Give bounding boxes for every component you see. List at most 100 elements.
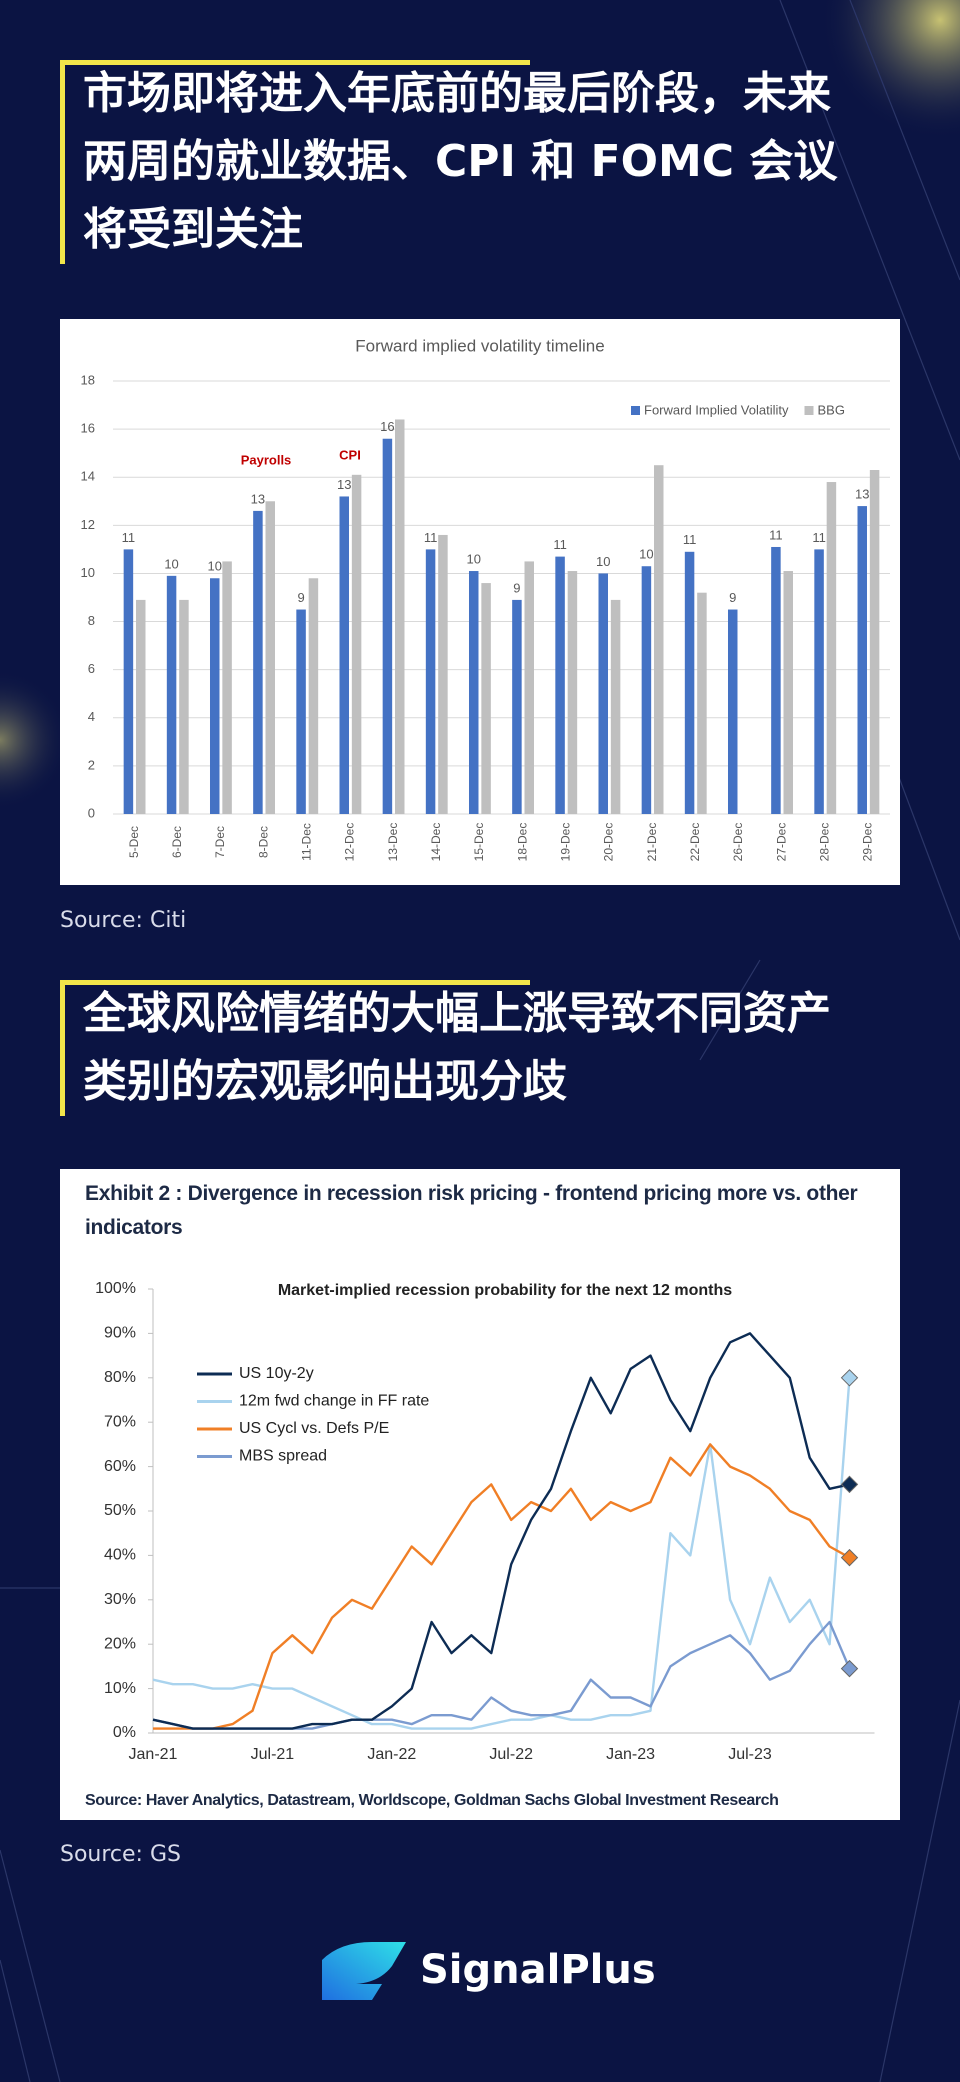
data-label: 10	[164, 556, 178, 571]
y-tick-label: 14	[81, 469, 95, 484]
x-tick-label: Jan-21	[129, 1746, 178, 1763]
series-line	[153, 1443, 851, 1730]
bar	[512, 599, 522, 814]
y-tick-label: 50%	[104, 1502, 136, 1519]
bar	[555, 556, 565, 814]
bar	[468, 571, 479, 814]
annotation: CPI	[339, 447, 361, 462]
data-label: 13	[337, 477, 351, 492]
data-label: 11	[553, 537, 567, 552]
y-tick-label: 8	[88, 613, 95, 628]
y-tick-label: 90%	[104, 1325, 136, 1342]
x-tick-label: 8-Dec	[256, 826, 270, 858]
chart-title: Forward implied volatility timeline	[355, 336, 604, 355]
legend-swatch	[631, 406, 640, 415]
y-tick-label: 70%	[104, 1413, 136, 1430]
end-marker	[840, 1369, 859, 1387]
x-tick-label: 15-Dec	[472, 823, 486, 862]
source: Source: GS	[60, 1842, 181, 1867]
data-label: 9	[297, 590, 304, 605]
y-tick-label: 100%	[95, 1280, 136, 1297]
source: Source: Citi	[60, 908, 187, 933]
end-marker	[840, 1659, 859, 1678]
x-tick-label: 6-Dec	[170, 826, 184, 858]
bar	[179, 599, 189, 814]
bar	[296, 609, 306, 814]
bar	[481, 583, 491, 814]
logo-text: SignalPlus	[420, 1947, 656, 1993]
legend-label: 12m fwd change in FF rate	[239, 1393, 429, 1410]
x-tick-label: 20-Dec	[602, 823, 616, 862]
bar	[814, 549, 824, 814]
x-tick-label: Jan-22	[367, 1746, 416, 1763]
exhibit-source: Source: Haver Analytics, Datastream, Wor…	[85, 1792, 779, 1809]
data-label: 13	[251, 491, 265, 506]
y-tick-label: 2	[88, 757, 95, 772]
y-tick-label: 0%	[113, 1724, 136, 1741]
bar	[123, 549, 134, 814]
data-label: 16	[380, 419, 394, 434]
x-tick-label: 5-Dec	[127, 826, 141, 858]
bar	[783, 571, 794, 814]
bar	[641, 566, 652, 814]
data-label: 9	[729, 590, 736, 605]
x-tick-label: 14-Dec	[429, 823, 443, 862]
y-tick-label: 4	[88, 709, 95, 724]
y-tick-label: 10	[81, 565, 95, 580]
data-label: 11	[122, 530, 135, 545]
bar	[382, 438, 393, 814]
data-label: 10	[639, 547, 653, 562]
x-tick-label: Jul-22	[489, 1746, 533, 1763]
data-label: 10	[208, 559, 222, 574]
y-tick-label: 40%	[104, 1547, 136, 1564]
x-tick-label: 13-Dec	[386, 823, 400, 862]
bar	[610, 599, 621, 814]
heading: 全球风险情绪的大幅上涨导致不同资产类别的宏观影响出现分歧	[60, 980, 863, 1116]
bar	[567, 571, 578, 814]
y-tick-label: 0	[88, 805, 95, 820]
data-label: 9	[513, 580, 520, 595]
y-tick-label: 18	[81, 372, 95, 387]
x-tick-label: 11-Dec	[299, 823, 313, 861]
x-tick-label: 12-Dec	[343, 823, 357, 862]
x-tick-label: 21-Dec	[645, 823, 659, 862]
bar	[524, 561, 535, 814]
bar	[222, 561, 232, 814]
y-tick-label: 80%	[104, 1369, 136, 1386]
logo: SignalPlus	[322, 1942, 656, 2000]
bar	[209, 578, 220, 814]
x-tick-label: Jul-21	[251, 1746, 295, 1763]
y-tick-label: 6	[88, 661, 95, 676]
legend-swatch	[804, 406, 814, 415]
data-label: 11	[812, 530, 826, 545]
data-label: 10	[596, 554, 610, 569]
bar	[166, 575, 177, 814]
bar	[857, 506, 867, 814]
series-line	[152, 1620, 851, 1730]
bar	[351, 474, 362, 814]
x-tick-label: 22-Dec	[688, 823, 702, 862]
chart-panel: Forward implied volatility timeline 0 2 4 6 8…	[60, 319, 900, 885]
bar	[425, 549, 436, 814]
legend-label: MBS spread	[239, 1448, 327, 1465]
bar	[253, 510, 263, 814]
x-tick-label: 28-Dec	[817, 823, 831, 862]
bar	[727, 609, 738, 814]
data-label: 11	[424, 530, 438, 545]
bar	[136, 599, 146, 814]
legend-label: US Cycl vs. Defs P/E	[239, 1420, 389, 1437]
legend-label: BBG	[818, 402, 845, 417]
bar	[869, 470, 880, 814]
bar	[308, 578, 319, 814]
y-tick-label: 30%	[104, 1591, 136, 1608]
end-marker	[840, 1548, 859, 1567]
series-line	[152, 1332, 850, 1730]
x-tick-label: 27-Dec	[774, 823, 788, 862]
chart-panel: Exhibit 2 : Divergence in recession risk…	[60, 1169, 900, 1820]
data-label: 11	[683, 532, 697, 547]
x-tick-label: Jul-23	[728, 1746, 772, 1763]
x-tick-label: 26-Dec	[731, 823, 745, 862]
bar	[438, 534, 448, 814]
legend-label: US 10y-2y	[239, 1365, 314, 1382]
